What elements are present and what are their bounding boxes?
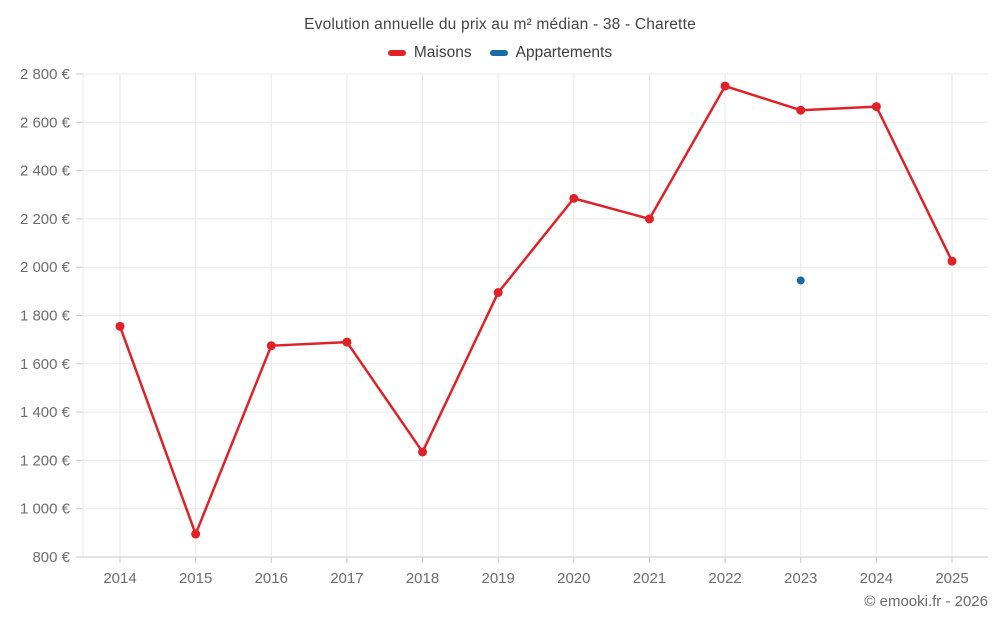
x-axis-tick-label: 2024 [860, 570, 893, 587]
data-point-maisons-2016[interactable] [266, 341, 276, 351]
x-axis-tick-label: 2019 [481, 570, 514, 587]
legend-label-maisons: Maisons [413, 44, 472, 61]
data-point-maisons-2020[interactable] [569, 193, 579, 203]
data-point-maisons-2023[interactable] [796, 105, 806, 115]
data-point-appartements-2023[interactable] [796, 276, 805, 285]
y-axis-tick-label: 800 € [32, 549, 70, 566]
chart-title: Evolution annuelle du prix au m² médian … [304, 16, 696, 33]
y-axis-tick-label: 2 800 € [20, 66, 71, 83]
y-axis-tick-label: 1 400 € [20, 404, 71, 421]
y-axis-tick-label: 1 800 € [20, 308, 71, 325]
x-axis-tick-label: 2020 [557, 570, 590, 587]
y-axis-tick-label: 2 400 € [20, 163, 71, 180]
x-axis-tick-label: 2023 [784, 570, 817, 587]
data-point-maisons-2017[interactable] [342, 337, 352, 347]
y-axis-tick-label: 2 200 € [20, 211, 71, 228]
legend-item-maisons[interactable]: Maisons [387, 44, 472, 62]
x-axis-tick-label: 2025 [935, 570, 968, 587]
data-point-maisons-2024[interactable] [871, 102, 881, 112]
legend-marker-appartements [489, 50, 508, 56]
data-point-maisons-2022[interactable] [720, 81, 730, 91]
legend-item-appartements[interactable]: Appartements [489, 44, 613, 62]
data-point-maisons-2014[interactable] [115, 321, 125, 331]
data-point-maisons-2018[interactable] [418, 447, 428, 457]
data-point-maisons-2021[interactable] [644, 214, 654, 224]
y-axis-tick-label: 2 600 € [20, 114, 71, 131]
x-axis-tick-label: 2022 [708, 570, 741, 587]
data-point-maisons-2019[interactable] [493, 288, 503, 298]
credit-text: © emooki.fr - 2026 [864, 593, 988, 610]
legend-label-appartements: Appartements [515, 44, 613, 61]
x-axis-tick-label: 2015 [179, 570, 212, 587]
x-axis-tick-label: 2018 [406, 570, 439, 587]
legend-marker-maisons [387, 50, 406, 56]
x-axis-tick-label: 2016 [255, 570, 288, 587]
y-axis-tick-label: 2 000 € [20, 259, 71, 276]
y-axis-tick-label: 1 000 € [20, 501, 71, 518]
x-axis-tick-label: 2014 [103, 570, 136, 587]
x-axis-tick-label: 2017 [330, 570, 363, 587]
y-axis-tick-label: 1 600 € [20, 356, 71, 373]
y-axis-tick-label: 1 200 € [20, 452, 71, 469]
x-axis-tick-label: 2021 [633, 570, 666, 587]
legend: Maisons Appartements [0, 44, 1000, 62]
series-line-maisons [118, 84, 954, 536]
data-point-maisons-2025[interactable] [947, 256, 957, 266]
data-point-maisons-2015[interactable] [191, 529, 201, 539]
